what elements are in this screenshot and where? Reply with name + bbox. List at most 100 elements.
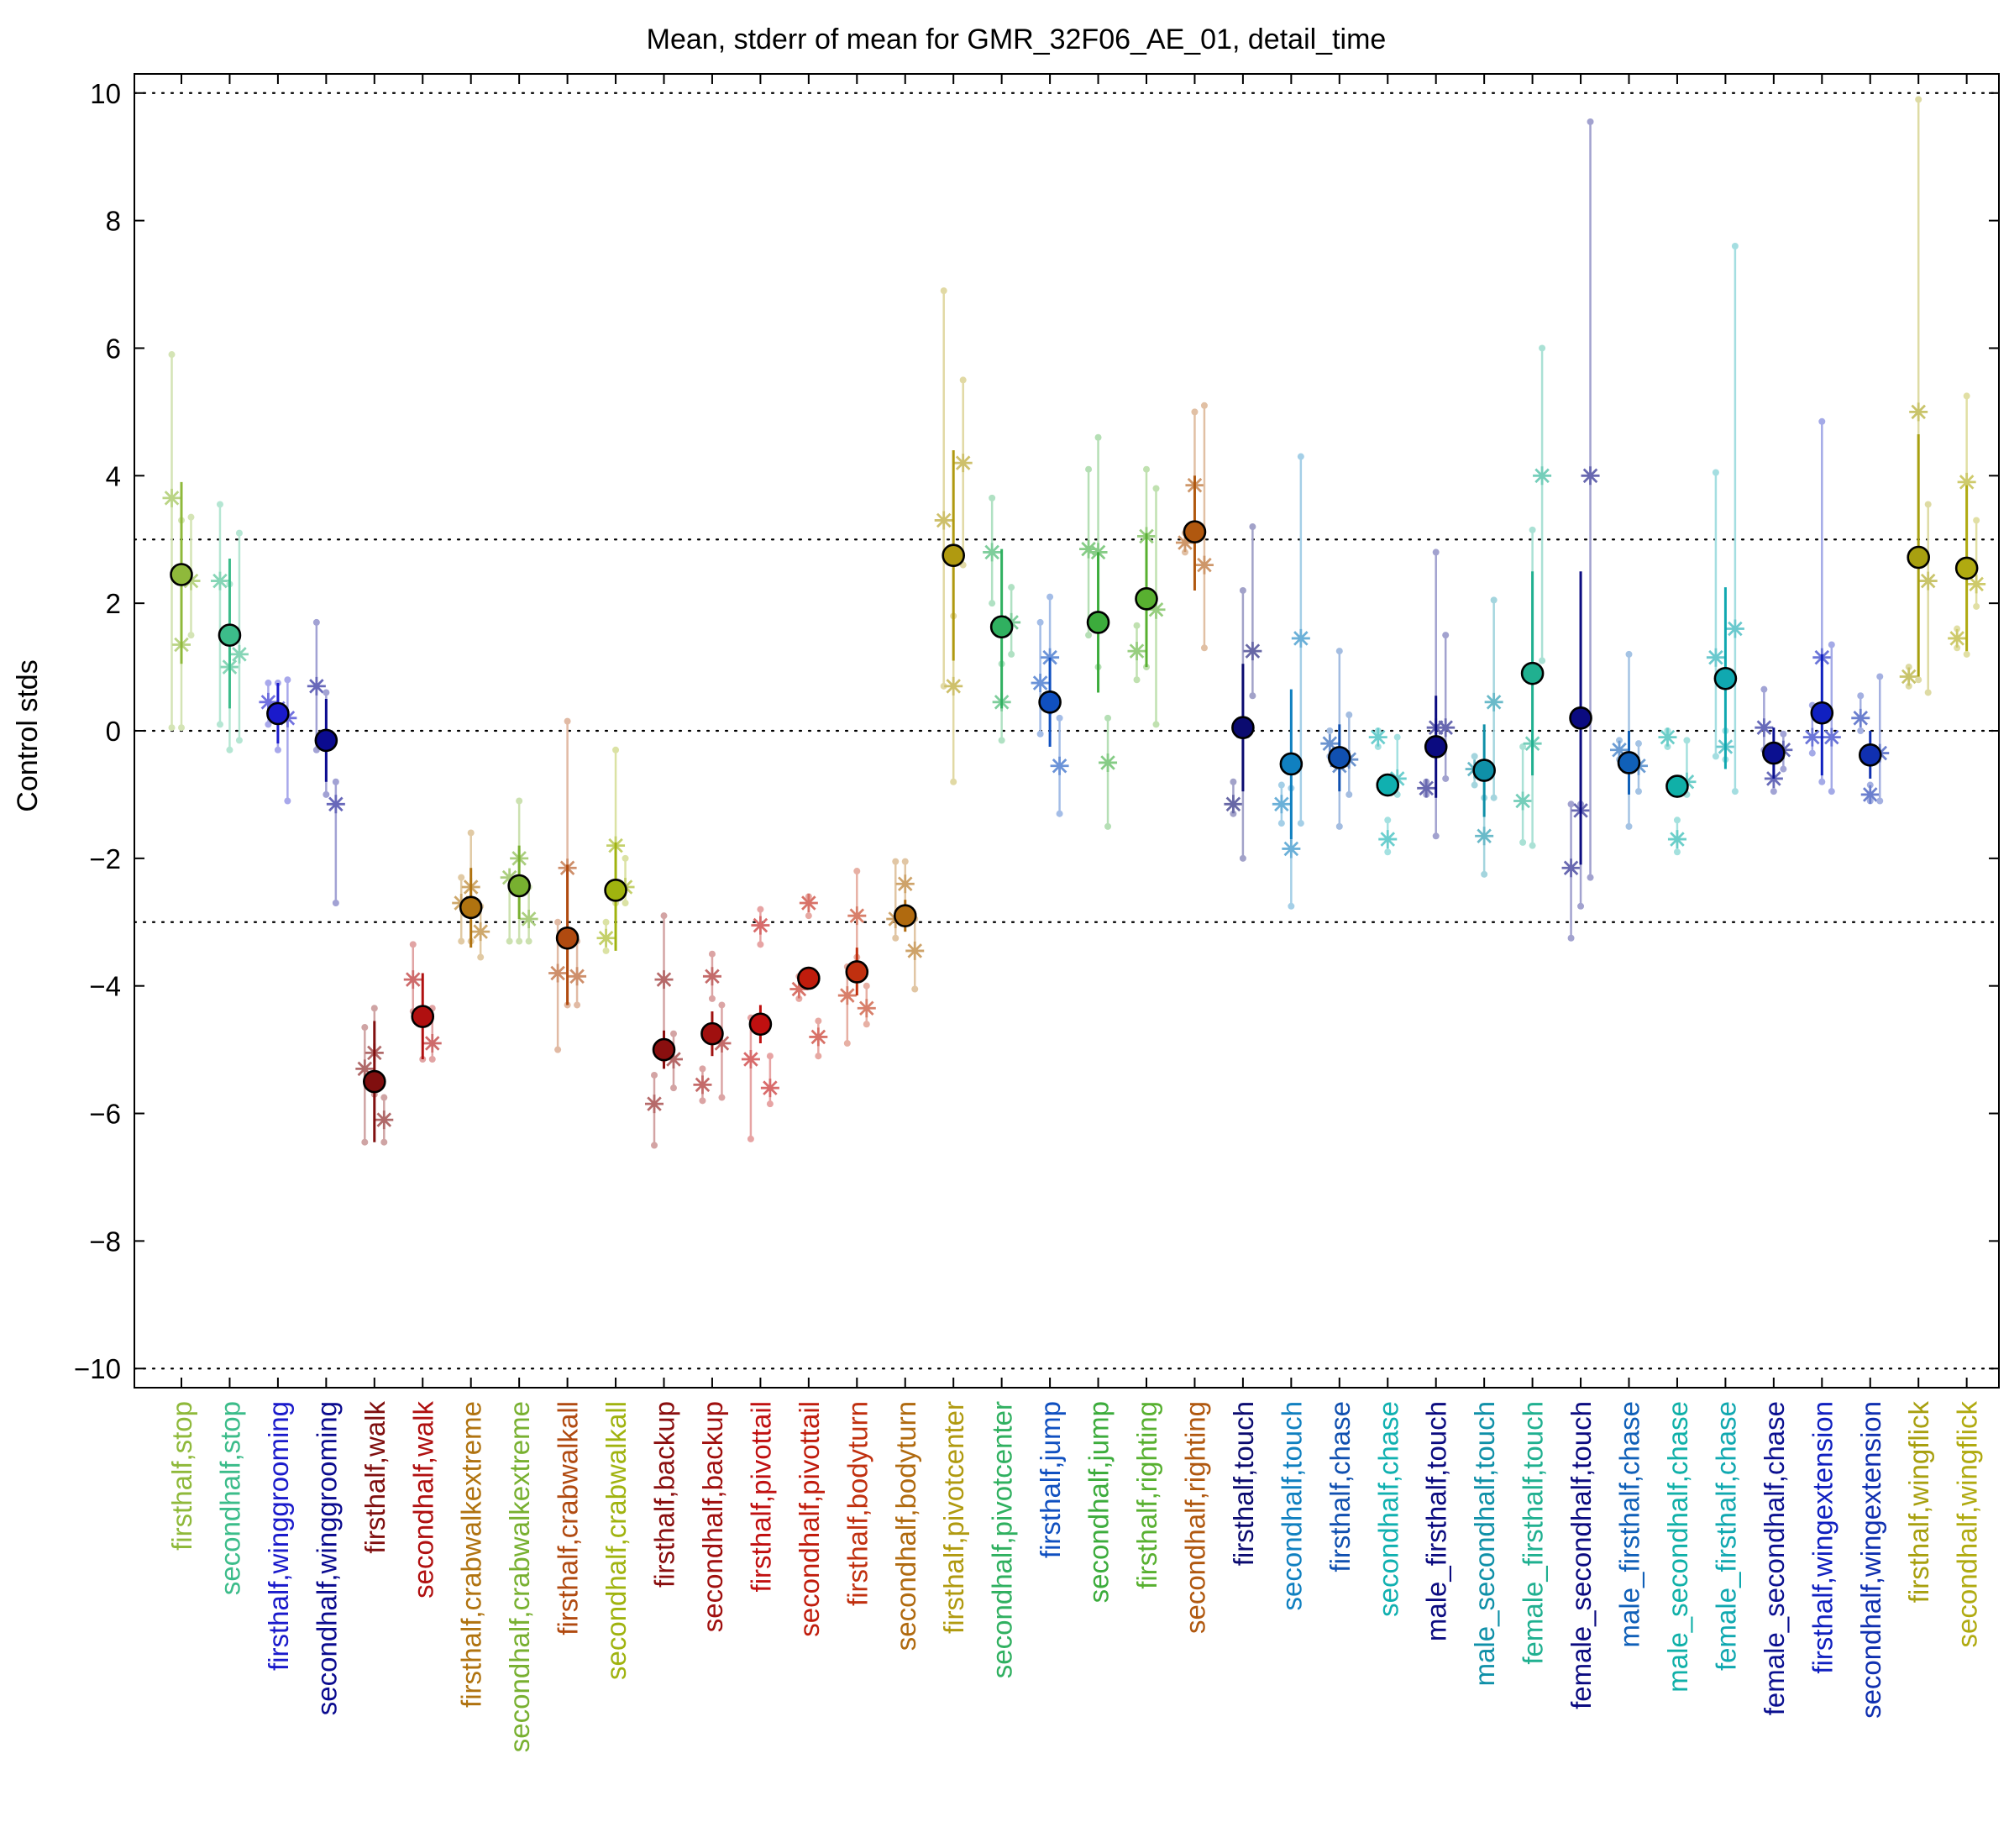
replicate-bound-dot — [757, 906, 764, 913]
replicate-bound-dot — [1954, 625, 1961, 633]
replicate-star-marker — [1368, 727, 1387, 747]
replicate-bound-dot — [564, 717, 571, 725]
mean-marker — [362, 1069, 386, 1094]
mean-marker — [1762, 741, 1786, 765]
replicate-star-marker — [1031, 674, 1050, 693]
replicate-bound-dot — [1587, 874, 1594, 881]
replicate-star-marker — [1860, 785, 1880, 804]
replicate-point — [983, 494, 1002, 607]
reference-lines — [133, 92, 2001, 1370]
replicate-bound-dot — [370, 1005, 378, 1012]
replicate-bound-dot — [1152, 721, 1160, 728]
y-tick-label: 8 — [106, 206, 121, 237]
replicate-bound-dot — [1133, 676, 1141, 684]
replicate-bound-dot — [651, 1142, 658, 1149]
replicate-star-marker — [1320, 734, 1340, 753]
replicate-point — [953, 376, 973, 569]
replicate-star-marker — [1417, 779, 1436, 798]
replicate-point — [1918, 501, 1938, 696]
x-tick-label: secondhalf,backup — [697, 1401, 728, 1632]
replicate-bound-dot — [1577, 902, 1585, 910]
mean-point — [314, 699, 338, 782]
replicate-star-marker — [326, 795, 345, 814]
replicate-bound-dot — [622, 899, 629, 906]
replicate-bound-dot — [235, 529, 243, 537]
replicate-bound-dot — [1384, 816, 1392, 824]
x-tick-label: firsthalf,stop — [166, 1401, 197, 1551]
replicate-bound-dot — [1239, 854, 1246, 862]
replicate-bound-dot — [699, 1065, 706, 1073]
x-tick-label: firsthalf,chase — [1324, 1401, 1356, 1572]
y-tick-label: −6 — [89, 1099, 121, 1130]
replicate-bound-dot — [1442, 774, 1450, 782]
replicate-bound-dot — [602, 947, 610, 954]
replicate-bound-dot — [1567, 934, 1575, 942]
replicate-bound-dot — [1297, 820, 1304, 827]
replicate-bound-dot — [1616, 737, 1623, 744]
replicate-star-marker — [1484, 692, 1503, 711]
replicate-bound-dot — [1828, 788, 1835, 795]
replicate-bound-dot — [843, 1040, 851, 1047]
x-tick-label: firsthalf,backup — [649, 1401, 680, 1588]
replicate-bound-dot — [380, 1138, 388, 1146]
replicate-bound-dot — [1519, 838, 1527, 846]
replicate-star-marker — [1050, 756, 1069, 775]
x-tick-label: secondhalf,crabwalkextreme — [504, 1401, 535, 1752]
replicate-point — [210, 501, 229, 728]
replicate-star-marker — [1755, 718, 1774, 738]
mean-marker — [1954, 556, 1979, 580]
mean-point — [1907, 433, 1930, 677]
replicate-bound-dot — [516, 937, 523, 945]
y-tick-label: −2 — [89, 843, 121, 874]
replicate-bound-dot — [216, 721, 223, 728]
replicate-bound-dot — [1634, 788, 1642, 795]
y-tick-label: −10 — [74, 1353, 121, 1384]
mean-point — [989, 549, 1014, 709]
x-tick-label: firsthalf,bodyturn — [842, 1401, 873, 1606]
replicate-star-marker — [1513, 791, 1533, 811]
replicate-bound-dot — [1731, 788, 1739, 795]
x-tick-label: secondhalf,bodyturn — [890, 1401, 921, 1651]
replicate-bound-dot — [940, 682, 947, 690]
mean-point — [700, 1011, 724, 1057]
replicate-bound-dot — [312, 618, 320, 626]
x-tick-label: female_firsthalf,chase — [1710, 1401, 1741, 1671]
replicate-bound-dot — [699, 1097, 706, 1105]
replicate-bound-dot — [1529, 842, 1536, 849]
replicate-bound-dot — [265, 680, 272, 687]
replicate-bound-dot — [1539, 657, 1546, 664]
x-tick-label: male_secondhalf,chase — [1662, 1401, 1693, 1693]
replicate-bound-dot — [892, 858, 900, 865]
mean-point — [1954, 485, 1979, 652]
mean-marker — [700, 1021, 724, 1046]
mean-point — [1520, 571, 1545, 776]
replicate-bound-dot — [323, 689, 330, 696]
replicate-bound-dot — [516, 797, 523, 805]
replicate-bound-dot — [323, 790, 330, 798]
replicate-star-marker — [712, 1034, 732, 1053]
replicate-star-marker — [1088, 543, 1108, 562]
replicate-star-marker — [1957, 472, 1976, 491]
replicate-bound-dot — [1519, 743, 1527, 750]
replicate-point — [1272, 781, 1291, 827]
mean-point — [942, 449, 965, 661]
replicate-bound-dot — [669, 1084, 677, 1092]
replicate-bound-dot — [1780, 765, 1787, 773]
x-tick-label: female_firsthalf,touch — [1518, 1401, 1549, 1665]
replicate-point — [1127, 622, 1146, 684]
replicate-star-marker — [847, 906, 867, 926]
replicate-point — [760, 1053, 779, 1108]
mean-marker — [555, 926, 580, 950]
mean-point — [411, 973, 435, 1059]
replicate-bound-dot — [361, 1138, 369, 1146]
mean-point — [1472, 724, 1496, 817]
replicate-bound-dot — [1471, 781, 1478, 789]
replicate-bound-dot — [1963, 650, 1970, 658]
mean-marker — [652, 1037, 676, 1062]
replicate-bound-dot — [940, 287, 947, 295]
replicate-bound-dot — [1915, 96, 1922, 103]
mean-marker — [1810, 701, 1834, 725]
replicate-point — [1899, 664, 1918, 690]
replicate-bound-dot — [1008, 650, 1015, 658]
replicate-star-marker — [375, 1110, 394, 1130]
